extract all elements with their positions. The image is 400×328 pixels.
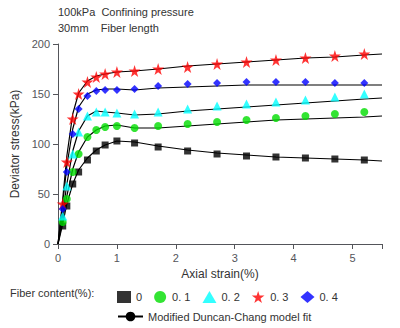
svg-text:0. 4: 0. 4 (319, 291, 337, 303)
svg-text:200: 200 (32, 38, 50, 50)
svg-text:Deviator stress(kPa): Deviator stress(kPa) (8, 90, 22, 199)
svg-text:0: 0 (44, 238, 50, 250)
svg-text:4: 4 (291, 252, 297, 264)
svg-text:100kPa Confining pressure: 100kPa Confining pressure (58, 6, 194, 18)
svg-text:0. 2: 0. 2 (221, 291, 239, 303)
svg-text:5: 5 (349, 252, 355, 264)
svg-text:50: 50 (38, 188, 50, 200)
svg-text:30mm Fiber length: 30mm Fiber length (58, 22, 159, 34)
svg-text:3: 3 (232, 252, 238, 264)
svg-text:0: 0 (55, 252, 61, 264)
svg-text:0. 1: 0. 1 (172, 291, 190, 303)
svg-text:Modified Duncan-Chang model fi: Modified Duncan-Chang model fit (148, 311, 311, 323)
svg-text:Axial strain(%): Axial strain(%) (181, 267, 258, 281)
svg-text:2: 2 (173, 252, 179, 264)
svg-text:100: 100 (32, 138, 50, 150)
svg-text:1: 1 (114, 252, 120, 264)
svg-text:Fiber content(%):: Fiber content(%): (10, 287, 94, 299)
svg-text:0: 0 (136, 291, 142, 303)
svg-text:0. 3: 0. 3 (270, 291, 288, 303)
svg-text:150: 150 (32, 88, 50, 100)
